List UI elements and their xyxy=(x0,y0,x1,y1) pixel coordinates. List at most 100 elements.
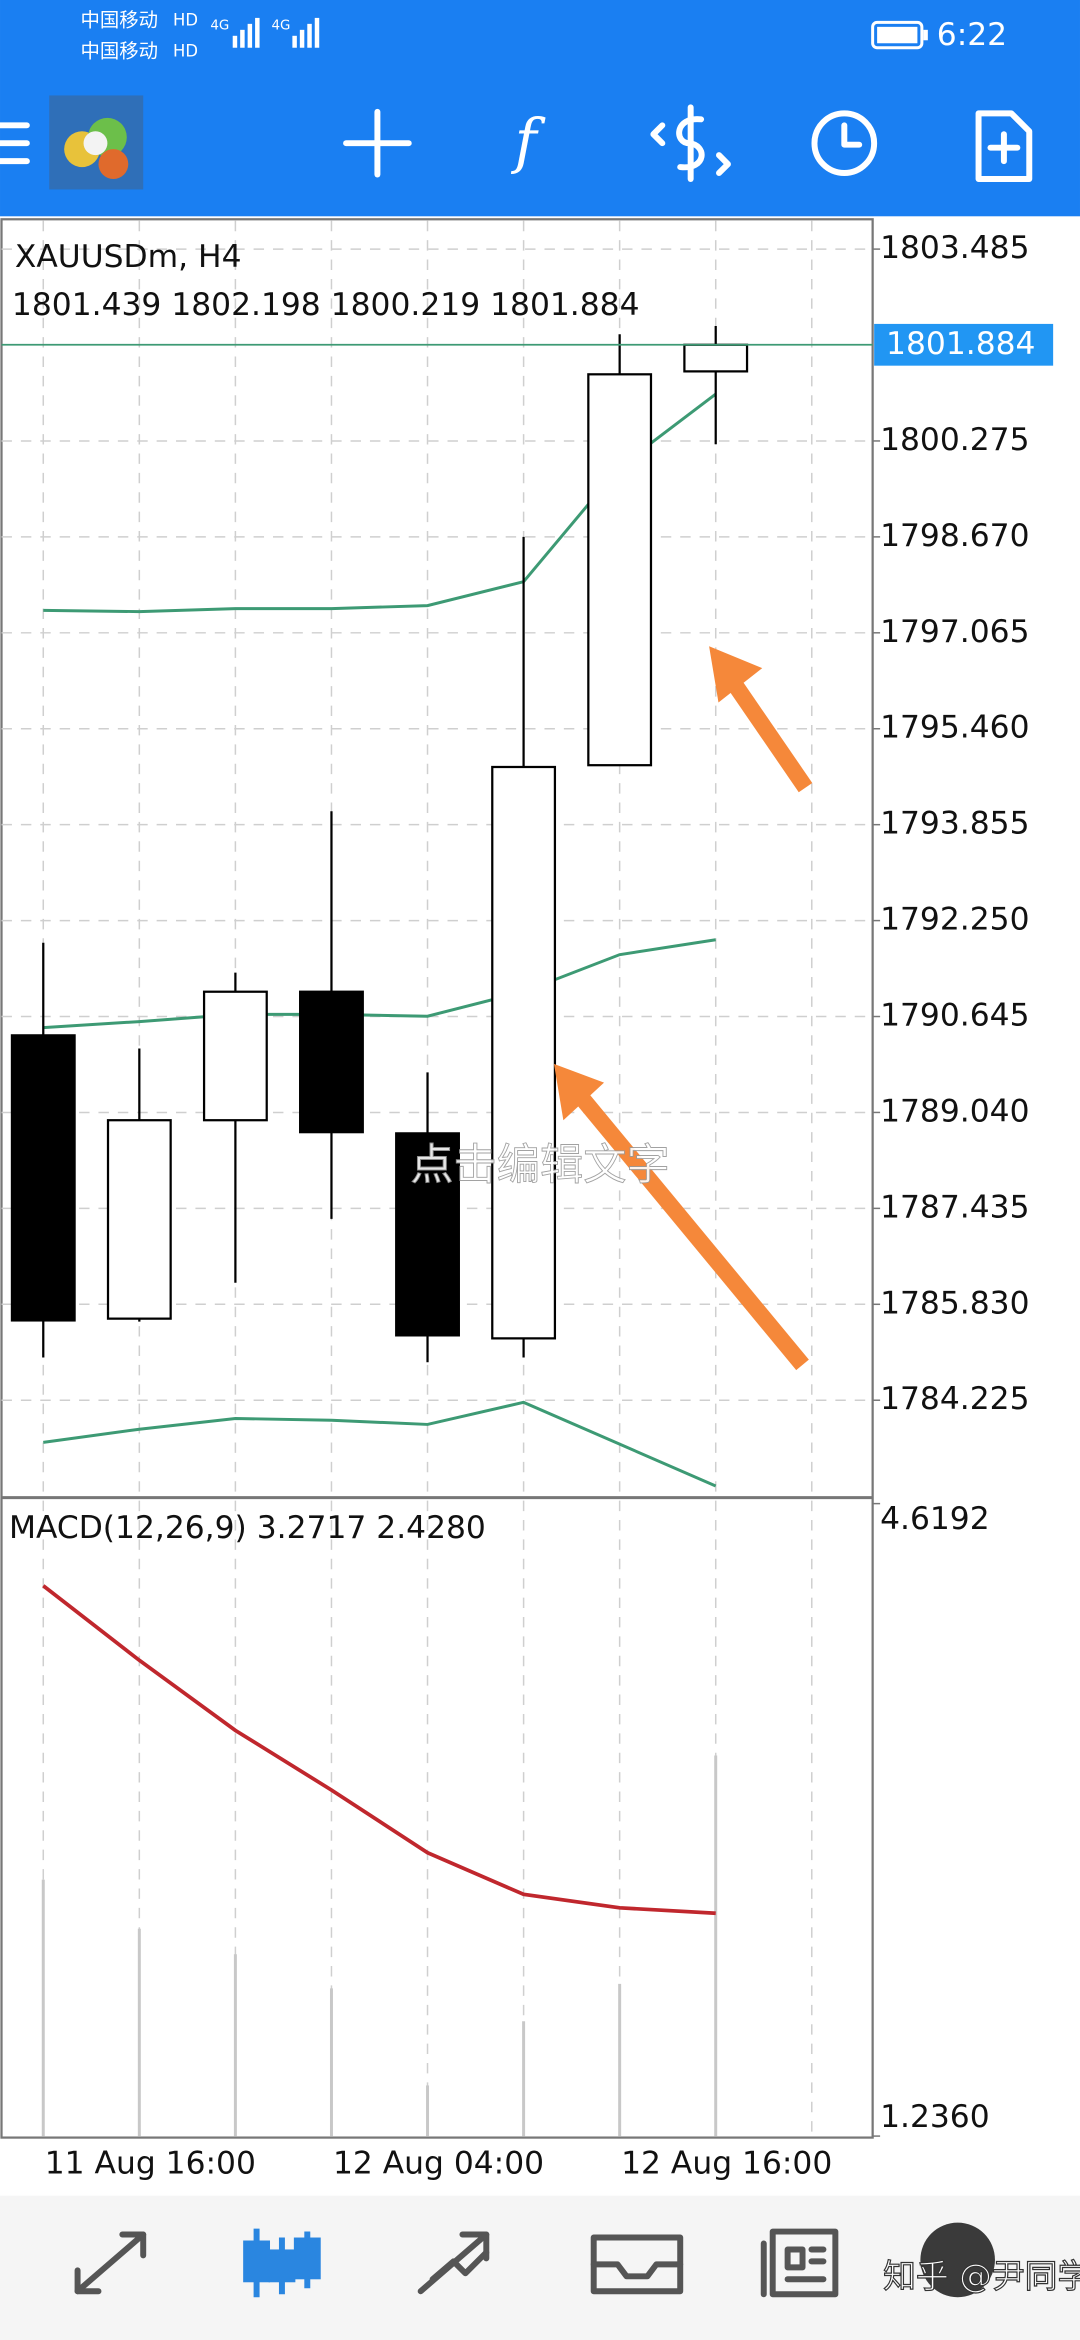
template-button[interactable] xyxy=(975,110,1033,182)
history-tab-part[interactable] xyxy=(590,2261,684,2280)
menu-button[interactable] xyxy=(0,122,30,165)
signal-bars-part xyxy=(292,35,297,48)
price-tag xyxy=(874,323,1054,366)
trade-tab-part[interactable] xyxy=(429,2249,490,2283)
annotation-arrow-part xyxy=(709,646,763,703)
annotation-arrow-part xyxy=(727,678,813,793)
y-tick-label: 1784.225 xyxy=(880,1381,1029,1417)
avatar[interactable] xyxy=(920,2222,995,2298)
x-tick-label: 12 Aug 04:00 xyxy=(333,2145,544,2181)
y-tick-label: 1.2360 xyxy=(880,2099,990,2135)
annotation-arrow-part xyxy=(553,1063,605,1121)
history-tab[interactable] xyxy=(590,2234,684,2295)
band-middle xyxy=(43,938,716,1030)
period-button-part[interactable] xyxy=(811,110,878,177)
credit-watermark: 知乎 @尹同学 xyxy=(883,2257,1080,2295)
low-readout: 1800.219 xyxy=(331,287,480,323)
y-tick-label: 1793.855 xyxy=(880,806,1029,842)
trade-button[interactable] xyxy=(650,104,731,182)
signal-bars-part xyxy=(255,17,260,48)
y-tick-label: 1790.645 xyxy=(880,998,1029,1034)
x-tick-label: 11 Aug 16:00 xyxy=(45,2145,256,2181)
trade-button-part[interactable] xyxy=(716,152,731,177)
signal-value: 2.4280 xyxy=(376,1510,486,1546)
template-button-part[interactable] xyxy=(975,110,1033,182)
x-tick-label: 12 Aug 16:00 xyxy=(621,2145,832,2181)
y-tick-label: 1789.040 xyxy=(880,1093,1029,1129)
annotation-arrow xyxy=(553,1063,809,1371)
candle-body xyxy=(299,990,364,1134)
y-tick-label: 1797.065 xyxy=(880,614,1029,650)
signal-bars-part xyxy=(307,23,312,48)
app-bar xyxy=(0,0,1080,217)
signal-bars-part xyxy=(247,23,253,48)
period-button[interactable] xyxy=(811,110,878,177)
signal-line xyxy=(42,1584,716,1916)
battery-part xyxy=(877,26,918,44)
band-lower xyxy=(43,1400,717,1488)
period-button-part[interactable] xyxy=(841,122,863,148)
carrier: 中国移动 xyxy=(81,8,159,31)
app-logo[interactable] xyxy=(49,95,144,190)
crosshair-button[interactable] xyxy=(343,108,412,178)
battery-part xyxy=(923,29,928,41)
history-tab-part[interactable] xyxy=(590,2234,684,2295)
quotes-tab-part[interactable] xyxy=(74,2231,147,2295)
battery xyxy=(871,20,928,50)
quotes-tab-part[interactable] xyxy=(74,2267,102,2295)
signal-bars-part xyxy=(240,29,245,48)
signal-bars-part xyxy=(232,35,238,48)
candle-body xyxy=(395,1132,460,1337)
battery-part xyxy=(871,20,924,50)
annotation-arrow-part xyxy=(575,1092,809,1371)
signal-bars-part xyxy=(299,29,305,48)
quotes-tab[interactable] xyxy=(74,2231,147,2295)
y-tick-label: 1795.460 xyxy=(880,710,1029,746)
plot: 1803.485 1800.275 1798.670 1797.065 1795.460… xyxy=(1,230,1054,2137)
y-tick-label: 1787.435 xyxy=(880,1189,1029,1225)
quotes-tab-part[interactable] xyxy=(119,2231,147,2259)
price-tag-label: 1801.884 xyxy=(886,326,1035,362)
clock: 6:22 xyxy=(937,17,1007,53)
trade-tab[interactable] xyxy=(417,2231,490,2295)
macd-readout: MACD(12,26,9) 3.2717 2.4280 xyxy=(9,1510,486,1546)
network: 4G xyxy=(210,18,229,33)
trade-tab-part[interactable] xyxy=(459,2231,490,2262)
y-tick-label: 1785.830 xyxy=(880,1285,1029,1321)
chart-tab-part[interactable] xyxy=(243,2240,271,2283)
candle-body xyxy=(10,1034,76,1322)
annotation-arrow xyxy=(709,646,813,793)
carrier: 中国移动 xyxy=(81,40,159,63)
signal-bars xyxy=(232,17,320,48)
bottom-nav xyxy=(0,2195,1080,2340)
hd: HD xyxy=(173,42,198,61)
chart-tab-part[interactable] xyxy=(268,2249,296,2283)
chart-tab[interactable] xyxy=(243,2228,321,2298)
open-readout: 1801.439 xyxy=(12,287,161,323)
y-tick-label: 4.6192 xyxy=(880,1501,990,1537)
y-tick-label: 1803.485 xyxy=(880,230,1029,266)
close-readout: 1801.884 xyxy=(490,287,639,323)
app-logo-part[interactable] xyxy=(98,149,129,180)
trade-button-part[interactable] xyxy=(650,122,666,147)
signal-bars-part xyxy=(314,17,320,48)
candle-body xyxy=(106,1119,172,1320)
hd: HD xyxy=(173,10,198,29)
candle-body xyxy=(202,990,268,1122)
candle-body xyxy=(491,765,557,1340)
news-tab-part[interactable] xyxy=(784,2246,806,2271)
network: 4G xyxy=(271,18,290,33)
news-tab-part[interactable] xyxy=(769,2228,839,2298)
y-tick-label: 1798.670 xyxy=(880,518,1029,554)
y-tick-label: 1800.275 xyxy=(880,422,1029,458)
app-logo-part[interactable] xyxy=(83,131,108,156)
high-readout: 1802.198 xyxy=(171,287,320,323)
news-tab[interactable] xyxy=(760,2228,839,2298)
edit-watermark: 点击编辑文字 xyxy=(410,1140,670,1190)
chart-tab-part[interactable] xyxy=(293,2237,321,2280)
macd-value: 3.2717 xyxy=(257,1510,367,1546)
y-tick-label: 1792.250 xyxy=(880,902,1029,938)
candle-body xyxy=(587,373,653,767)
